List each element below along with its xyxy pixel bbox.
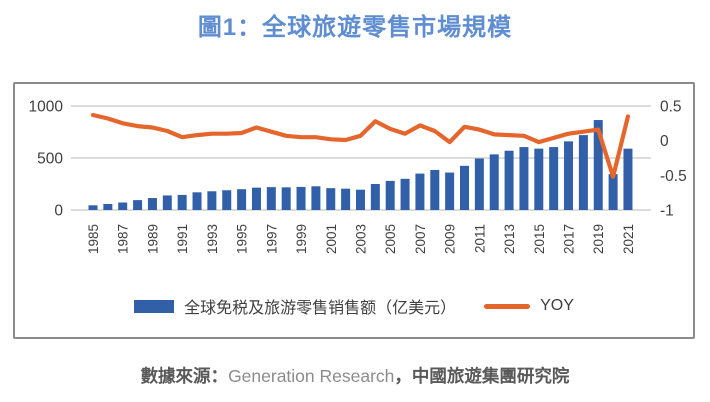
bar-2014 (519, 147, 529, 210)
bar-2010 (460, 165, 469, 210)
x-axis-tick-label-2007: 2007 (413, 224, 428, 254)
bar-2004 (370, 184, 380, 210)
bar-1988 (133, 200, 143, 210)
x-axis-tick-label-1999: 1999 (294, 224, 309, 254)
bar-1985 (88, 205, 98, 210)
left-axis-tick-label: 0 (54, 203, 63, 220)
bar-2021 (623, 148, 633, 210)
bar-2009 (445, 172, 455, 210)
x-axis-tick-label-2015: 2015 (532, 224, 547, 254)
x-axis-tick-label-2013: 2013 (502, 224, 517, 254)
legend-line-swatch (484, 303, 531, 309)
bar-2012 (489, 154, 499, 210)
chart-card: 1000 500 0 0.5 0 -0.5 -1 1985 1987 1989 1991 1993 19… (13, 82, 695, 339)
x-axis-tick-label-2019: 2019 (591, 224, 606, 254)
bar-2003 (355, 189, 365, 210)
bar-1989 (147, 198, 157, 210)
bar-1990 (162, 195, 172, 210)
x-axis-tick-label-2017: 2017 (562, 224, 577, 254)
bar-1994 (222, 190, 232, 210)
x-axis-tick-label-1985: 1985 (86, 224, 101, 254)
bar-2016 (549, 147, 559, 210)
bar-1986 (103, 203, 113, 210)
x-axis-tick-label-2021: 2021 (621, 224, 636, 254)
plot-svg: 1000 500 0 0.5 0 -0.5 -1 1985 1987 1989 1991 1993 19… (29, 99, 687, 255)
bar-1999 (296, 186, 306, 210)
bar-2013 (504, 150, 514, 210)
x-axis-tick-label-2011: 2011 (472, 224, 487, 253)
bar-1998 (281, 187, 291, 210)
bar-2019 (593, 120, 603, 210)
x-axis-tick-label-1991: 1991 (175, 224, 190, 254)
bar-2008 (430, 169, 440, 210)
left-axis-tick-label: 1000 (29, 99, 64, 116)
x-axis-tick-label-2001: 2001 (324, 224, 339, 254)
x-axis-tick-label-1989: 1989 (145, 224, 160, 254)
source-suffix: ，中國旅遊集團研究院 (394, 366, 570, 386)
bar-2000 (311, 186, 321, 210)
source-agency: Generation Research (228, 366, 395, 386)
left-axis-tick-label: 500 (37, 151, 63, 168)
bar-1995 (237, 189, 247, 210)
chart-legend: 全球免税及旅游零售销售额（亿美元） YOY (15, 294, 693, 318)
bar-2007 (415, 173, 425, 210)
bar-1997 (266, 187, 276, 210)
x-axis-tick-label-1997: 1997 (264, 224, 279, 254)
bar-1993 (207, 191, 217, 210)
bar-2006 (400, 178, 410, 210)
bar-1992 (192, 192, 202, 210)
legend-line-label: YOY (540, 297, 574, 314)
bar-2017 (564, 141, 574, 210)
x-axis-tick-label-1993: 1993 (205, 224, 220, 254)
legend-bar-swatch (134, 299, 175, 313)
bar-2020 (608, 174, 618, 210)
x-axis-tick-label-1987: 1987 (116, 224, 131, 254)
bar-2005 (385, 180, 395, 210)
bar-1987 (118, 202, 128, 210)
x-axis-tick-label-1995: 1995 (235, 224, 250, 254)
bar-2011 (474, 158, 484, 210)
data-source-line: 數據來源：Generation Research，中國旅遊集團研究院 (0, 363, 710, 388)
x-axis-tick-label-2003: 2003 (353, 224, 368, 254)
x-axis-tick-label-2005: 2005 (383, 224, 398, 254)
figure-title: 圖1：全球旅遊零售市場規模 (197, 14, 513, 41)
right-axis-tick-label: -0.5 (660, 168, 687, 185)
legend-bar-label: 全球免税及旅游零售销售额（亿美元） (184, 300, 457, 317)
bar-2001 (326, 188, 336, 210)
source-prefix: 數據來源： (140, 366, 229, 386)
bar-1991 (177, 194, 187, 210)
x-axis-tick-label-2009: 2009 (443, 224, 458, 254)
bar-1996 (251, 187, 261, 210)
right-axis-tick-label: 0 (660, 133, 669, 150)
yoy-line (90, 112, 631, 179)
bar-2002 (341, 188, 351, 210)
right-axis-tick-label: -1 (660, 203, 674, 220)
bar-2018 (578, 135, 588, 210)
bar-2015 (534, 148, 544, 210)
right-axis-tick-label: 0.5 (660, 99, 682, 116)
